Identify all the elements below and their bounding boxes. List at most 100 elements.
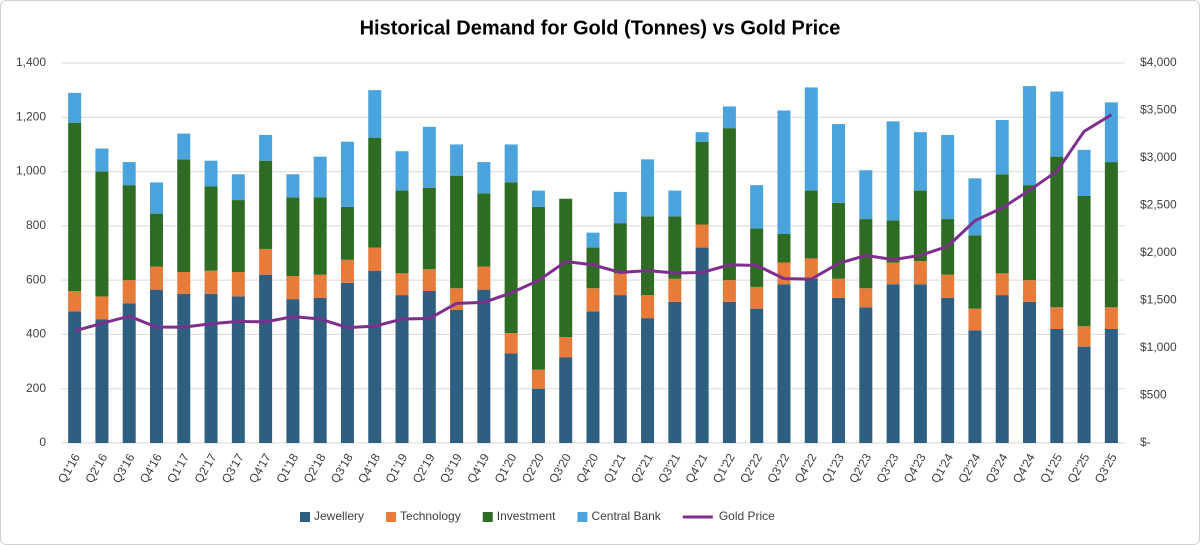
bar-segment (859, 170, 873, 220)
y2-tick-label: $4,000 (1140, 55, 1177, 69)
bar-segment (204, 160, 218, 187)
bar-segment (531, 369, 545, 389)
bar-segment (1023, 280, 1037, 302)
bar-segment (259, 160, 273, 249)
bar-segment (368, 270, 382, 443)
bar-segment (1023, 185, 1037, 281)
legend-label: Technology (400, 509, 461, 523)
bar-segment (231, 174, 245, 201)
bar-segment (204, 270, 218, 294)
bar-segment (613, 273, 627, 296)
bar-segment (995, 120, 1009, 175)
bar-segment (231, 272, 245, 297)
bar-segment (804, 258, 818, 279)
bar-segment (368, 137, 382, 248)
bar-segment (313, 156, 327, 198)
bar-segment (886, 220, 900, 263)
bar-segment (68, 92, 82, 123)
y-tick-label: 1,000 (16, 164, 46, 178)
bar-segment (395, 151, 409, 191)
bar-segment (641, 295, 655, 319)
y-tick-label: 1,200 (16, 109, 46, 123)
bar-segment (613, 223, 627, 274)
bar-segment (695, 141, 709, 225)
bar-segment (777, 110, 791, 234)
chart-title: Historical Demand for Gold (Tonnes) vs G… (360, 17, 841, 39)
y2-tick-label: $2,000 (1140, 245, 1177, 259)
bar-segment (149, 182, 163, 214)
bar-segment (68, 311, 82, 443)
bar-segment (450, 144, 464, 176)
y2-tick-label: $3,500 (1140, 103, 1177, 117)
bar-segment (722, 280, 736, 302)
y2-tick-label: $3,000 (1140, 150, 1177, 164)
legend-label: Jewellery (314, 509, 364, 523)
bar-segment (941, 134, 955, 220)
bar-segment (695, 132, 709, 142)
bar-segment (859, 288, 873, 308)
legend-swatch (386, 512, 397, 522)
bar-segment (668, 301, 682, 443)
bar-segment (259, 248, 273, 275)
bar-segment (177, 293, 191, 443)
bar-segment (477, 266, 491, 290)
bar-segment (968, 235, 982, 309)
bar-segment (286, 174, 300, 198)
bar-segment (886, 121, 900, 221)
bar-segment (559, 337, 573, 358)
bar-segment (859, 307, 873, 443)
y2-tick-label: $- (1140, 435, 1151, 449)
bar-segment (968, 178, 982, 236)
bar-segment (177, 272, 191, 294)
bar-segment (586, 288, 600, 312)
bar-segment (1050, 91, 1064, 157)
bar-segment (1104, 162, 1118, 308)
bar-segment (859, 219, 873, 289)
bar-segment (968, 330, 982, 443)
bar-segment (832, 124, 846, 203)
bar-segment (368, 247, 382, 271)
bar-segment (204, 293, 218, 443)
legend-swatch (300, 512, 310, 522)
bar-segment (750, 286, 764, 309)
bar-segment (231, 200, 245, 272)
bar-segment (450, 175, 464, 289)
bar-segment (122, 280, 136, 304)
bar-segment (95, 148, 109, 172)
y2-tick-label: $1,000 (1140, 340, 1177, 354)
bar-segment (559, 357, 573, 443)
bar-segment (913, 261, 927, 285)
bar-segment (750, 308, 764, 443)
bar-segment (913, 132, 927, 191)
bar-segment (395, 295, 409, 443)
bar-segment (777, 262, 791, 285)
bar-segment (395, 190, 409, 274)
bar-segment (531, 190, 545, 207)
bar-segment (340, 282, 354, 443)
bar-segment (695, 224, 709, 248)
bar-segment (286, 299, 300, 443)
bar-segment (422, 269, 436, 291)
bar-segment (1104, 329, 1118, 443)
bar-segment (422, 126, 436, 188)
bar-segment (95, 296, 109, 320)
y-tick-label: 400 (26, 327, 46, 341)
bar-segment (504, 333, 518, 354)
bar-segment (1077, 346, 1091, 443)
bar-segment (477, 289, 491, 443)
bar-segment (750, 228, 764, 287)
bar-segment (368, 90, 382, 138)
bar-segment (531, 388, 545, 443)
bar-segment (313, 274, 327, 298)
bar-segment (95, 319, 109, 443)
bar-segment (886, 284, 900, 443)
bar-segment (777, 284, 791, 443)
y2-tick-label: $1,500 (1140, 293, 1177, 307)
bar-segment (395, 273, 409, 296)
bar-segment (995, 295, 1009, 443)
bar-segment (613, 295, 627, 443)
legend-label: Investment (497, 509, 556, 523)
bar-segment (504, 182, 518, 334)
bar-segment (641, 216, 655, 296)
